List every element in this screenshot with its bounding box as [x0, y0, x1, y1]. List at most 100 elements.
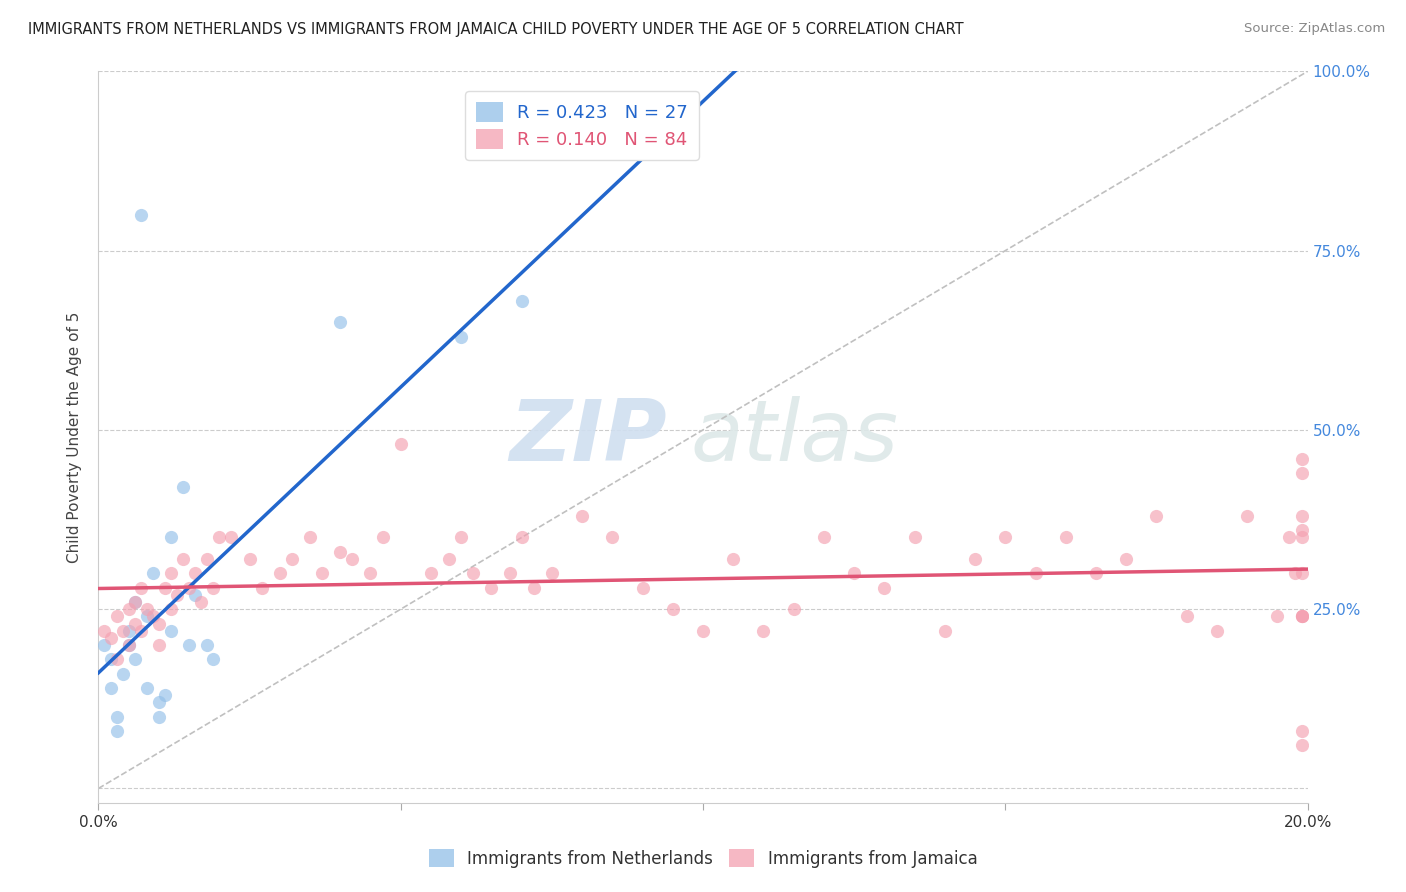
- Point: [1115, 552, 1137, 566]
- Point: [202, 581, 225, 595]
- Point: [179, 581, 201, 595]
- Point: [148, 638, 170, 652]
- Point: [124, 616, 146, 631]
- Point: [481, 581, 503, 595]
- Point: [100, 652, 122, 666]
- Point: [124, 595, 146, 609]
- Point: [129, 208, 152, 222]
- Point: [602, 531, 624, 545]
- Point: [813, 531, 835, 545]
- Point: [523, 581, 546, 595]
- Point: [160, 602, 183, 616]
- Point: [873, 581, 896, 595]
- Point: [118, 624, 141, 638]
- Point: [118, 638, 141, 652]
- Point: [1291, 566, 1313, 581]
- Point: [783, 602, 806, 616]
- Point: [371, 531, 394, 545]
- Point: [1291, 739, 1313, 753]
- Text: IMMIGRANTS FROM NETHERLANDS VS IMMIGRANTS FROM JAMAICA CHILD POVERTY UNDER THE A: IMMIGRANTS FROM NETHERLANDS VS IMMIGRANT…: [28, 22, 963, 37]
- Point: [904, 531, 927, 545]
- Point: [281, 552, 304, 566]
- Point: [221, 531, 243, 545]
- Point: [450, 531, 472, 545]
- Point: [148, 695, 170, 709]
- Point: [498, 566, 520, 581]
- Point: [269, 566, 291, 581]
- Point: [160, 531, 183, 545]
- Point: [93, 638, 115, 652]
- Point: [692, 624, 714, 638]
- Point: [129, 624, 152, 638]
- Text: Source: ZipAtlas.com: Source: ZipAtlas.com: [1244, 22, 1385, 36]
- Point: [195, 638, 218, 652]
- Point: [195, 552, 218, 566]
- Point: [342, 552, 364, 566]
- Point: [1278, 531, 1301, 545]
- Point: [172, 480, 194, 494]
- Point: [208, 531, 231, 545]
- Point: [105, 609, 128, 624]
- Point: [184, 566, 207, 581]
- Point: [105, 710, 128, 724]
- Point: [389, 437, 412, 451]
- Point: [1291, 451, 1313, 466]
- Point: [111, 666, 134, 681]
- Point: [420, 566, 443, 581]
- Point: [1054, 531, 1077, 545]
- Point: [135, 602, 157, 616]
- Text: atlas: atlas: [690, 395, 898, 479]
- Point: [994, 531, 1017, 545]
- Point: [1267, 609, 1289, 624]
- Point: [124, 652, 146, 666]
- Point: [105, 652, 128, 666]
- Point: [437, 552, 460, 566]
- Point: [111, 624, 134, 638]
- Point: [1291, 524, 1313, 538]
- Point: [160, 624, 183, 638]
- Point: [166, 588, 188, 602]
- Point: [118, 638, 141, 652]
- Point: [184, 588, 207, 602]
- Point: [1085, 566, 1108, 581]
- Point: [844, 566, 866, 581]
- Point: [510, 293, 533, 308]
- Point: [153, 688, 176, 702]
- Point: [160, 566, 183, 581]
- Point: [179, 638, 201, 652]
- Point: [329, 545, 352, 559]
- Point: [105, 724, 128, 739]
- Point: [329, 315, 352, 329]
- Point: [148, 710, 170, 724]
- Point: [1291, 724, 1313, 739]
- Point: [1144, 508, 1167, 523]
- Point: [1291, 609, 1313, 624]
- Point: [1206, 624, 1229, 638]
- Point: [1291, 531, 1313, 545]
- Point: [1291, 609, 1313, 624]
- Point: [135, 609, 157, 624]
- Point: [631, 581, 654, 595]
- Point: [1291, 609, 1313, 624]
- Point: [450, 329, 472, 343]
- Point: [1236, 508, 1258, 523]
- Legend: Immigrants from Netherlands, Immigrants from Jamaica: Immigrants from Netherlands, Immigrants …: [429, 849, 977, 868]
- Point: [1024, 566, 1046, 581]
- Point: [934, 624, 956, 638]
- Point: [1291, 508, 1313, 523]
- Point: [142, 609, 165, 624]
- Point: [540, 566, 562, 581]
- Point: [153, 581, 176, 595]
- Point: [118, 602, 141, 616]
- Point: [752, 624, 775, 638]
- Point: [360, 566, 382, 581]
- Point: [142, 566, 165, 581]
- Point: [965, 552, 987, 566]
- Point: [124, 595, 146, 609]
- Point: [250, 581, 273, 595]
- Point: [311, 566, 333, 581]
- Point: [100, 681, 122, 695]
- Point: [135, 681, 157, 695]
- Y-axis label: Child Poverty Under the Age of 5: Child Poverty Under the Age of 5: [67, 311, 83, 563]
- Point: [148, 616, 170, 631]
